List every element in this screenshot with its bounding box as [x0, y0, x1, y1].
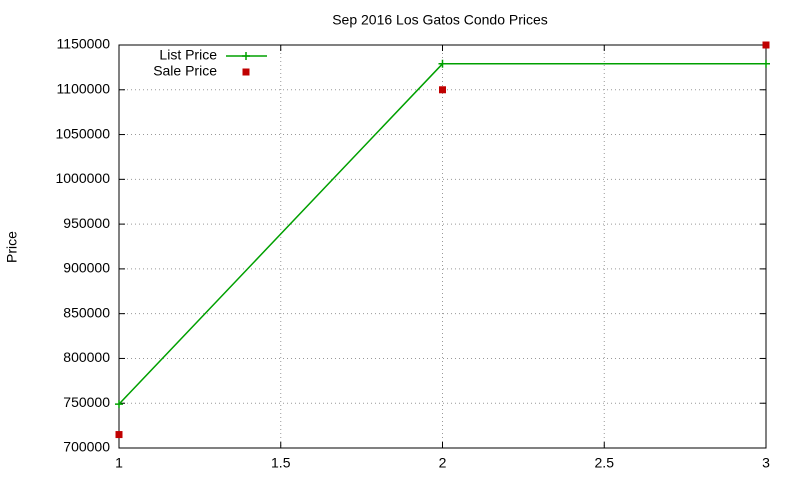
legend-marker: [242, 68, 250, 76]
x-tick-label: 3: [762, 455, 770, 471]
y-tick-label: 1050000: [55, 125, 110, 141]
x-tick-label: 1: [115, 455, 123, 471]
y-tick-label: 800000: [63, 349, 110, 365]
y-tick-label: 750000: [63, 394, 110, 410]
y-tick-label: 700000: [63, 439, 110, 455]
y-tick-label: 1000000: [55, 170, 110, 186]
plot-frame: [118, 44, 767, 449]
legend-label: Sale Price: [153, 63, 217, 79]
y-tick-label: 850000: [63, 304, 110, 320]
data-point: [115, 431, 123, 439]
y-tick-label: 1150000: [57, 36, 111, 52]
y-axis-label: Price: [4, 231, 20, 263]
legend-label: List Price: [159, 47, 217, 63]
chart-title: Sep 2016 Los Gatos Condo Prices: [332, 12, 548, 28]
x-tick-label: 2.5: [595, 455, 615, 471]
data-point: [438, 59, 447, 68]
data-point: [762, 41, 770, 49]
data-point: [115, 400, 123, 409]
y-tick-label: 900000: [63, 260, 110, 276]
y-tick-label: 1100000: [57, 80, 111, 96]
y-tick-label: 950000: [63, 215, 110, 231]
x-tick-label: 2: [439, 455, 447, 471]
x-tick-label: 1.5: [271, 455, 291, 471]
data-point: [439, 86, 446, 94]
legend-marker: [242, 52, 250, 60]
data-point: [762, 59, 770, 68]
